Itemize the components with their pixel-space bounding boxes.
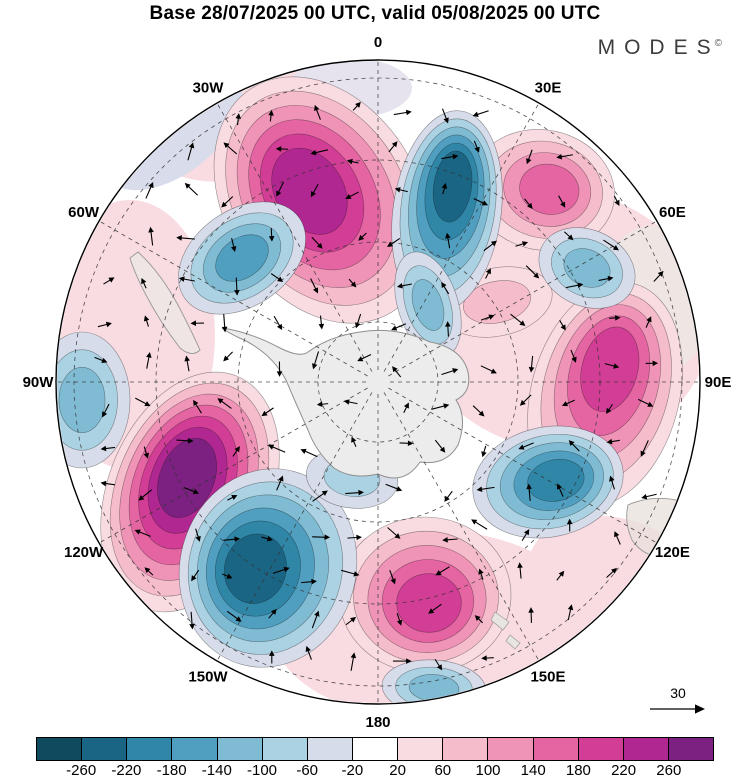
colorbar-cell [352, 738, 399, 760]
colorbar-tick: 60 [434, 762, 452, 779]
modes-logo: MODES© [598, 36, 722, 60]
colorbar-cell [82, 738, 128, 760]
colorbar-tick: -100 [246, 762, 278, 779]
meridian-label: 90W [23, 374, 55, 391]
copyright-icon: © [714, 38, 722, 49]
map-boundary [55, 59, 701, 705]
meridian-label: 30W [193, 80, 225, 97]
meridian-label: 180 [365, 714, 390, 731]
colorbar-cell [307, 738, 353, 760]
wind-arrows [94, 101, 664, 671]
colorbar-cell [37, 738, 83, 760]
colorbar-cell [578, 738, 624, 760]
meridian-label: 30E [535, 80, 562, 97]
modes-logo-text: MODES [597, 36, 720, 59]
colorbar-tick: -220 [111, 762, 142, 779]
colorbar: -260 -220 -180 -140 -100 -60 -20 20 60 100 140 180 2… [36, 737, 714, 782]
colorbar-cell [533, 738, 579, 760]
colorbar-tick: -20 [341, 762, 364, 779]
colorbar-tick-labels: -260 -220 -180 -140 -100 -60 -20 20 60 100 140 180 2… [36, 762, 714, 782]
colorbar-tick: 260 [656, 762, 682, 779]
colorbar-cell [398, 738, 444, 760]
colorbar-tick: -180 [156, 762, 187, 779]
colorbar-tick: 20 [389, 762, 406, 779]
colorbar-cell [127, 738, 173, 760]
colorbar-cell [172, 738, 218, 760]
meridian-label: 120W [64, 544, 104, 561]
reference-vector-label: 30 [670, 685, 686, 701]
reference-arrow-head-icon [695, 704, 705, 714]
meridian-labels: 0 30E 60E 90E 120E 150E 180 150W 120W 90W 60W 30W [23, 34, 732, 731]
colorbar-cell [217, 738, 263, 760]
colorbar-cell [623, 738, 669, 760]
colorbar-cell [443, 738, 489, 760]
colorbar-cells [36, 737, 714, 761]
meridian-label: 90E [705, 374, 732, 391]
colorbar-tick: -140 [201, 762, 232, 779]
meridian-label: 150W [188, 668, 228, 685]
reference-vector: 30 [650, 685, 705, 714]
meridian-label: 150E [530, 668, 565, 685]
colorbar-tick: 100 [475, 762, 501, 779]
colorbar-tick: 220 [611, 762, 637, 779]
chart-title: Base 28/07/2025 00 UTC, valid 05/08/2025… [149, 3, 601, 24]
colorbar-tick: 140 [520, 762, 546, 779]
polar-map: 0 30E 60E 90E 120E 150E 180 150W 120W 90W 60W 30W 3… [23, 34, 732, 731]
meridian-label: 60W [68, 204, 100, 221]
colorbar-cell [668, 738, 714, 760]
graticule [57, 61, 699, 703]
colorbar-cell [262, 738, 308, 760]
colorbar-tick: -60 [296, 762, 319, 779]
colorbar-tick: -260 [66, 762, 97, 779]
meridian-label: 60E [659, 204, 686, 221]
meridian-label: 120E [655, 544, 690, 561]
colorbar-tick: 180 [565, 762, 591, 779]
colorbar-cell [488, 738, 534, 760]
meridian-label: 0 [374, 34, 382, 51]
